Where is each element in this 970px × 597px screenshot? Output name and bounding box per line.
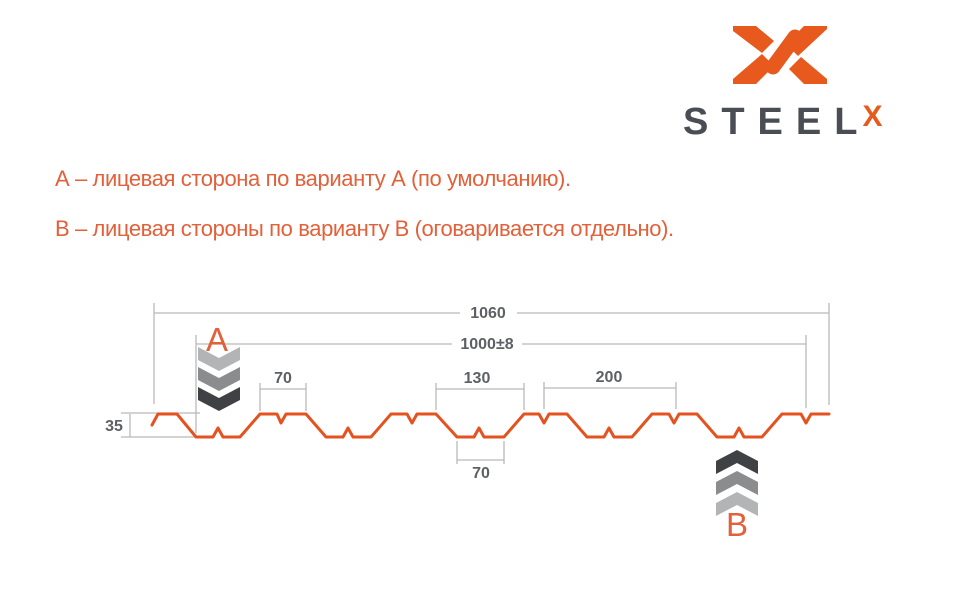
chevron-down-mid — [198, 367, 240, 391]
dim-overall-width: 1060 — [153, 303, 830, 405]
dim-label-1000: 1000±8 — [460, 336, 513, 353]
wordmark-steel: STEEL — [683, 101, 871, 143]
chevron-up-mid — [716, 471, 758, 495]
dim-label-130: 130 — [464, 370, 491, 387]
side-a-marker: А — [198, 321, 240, 411]
steelx-wordmark: STEEL X — [683, 100, 883, 143]
dim-working-width: 1000±8 — [195, 335, 807, 433]
profile-sheet-outline — [150, 412, 831, 439]
logo-arm-bottom-left — [733, 54, 774, 84]
dim-label-1060: 1060 — [470, 305, 506, 322]
chevron-down-icon — [198, 347, 240, 411]
logo-arm-top-left — [733, 26, 774, 53]
chevron-down-light — [198, 347, 240, 371]
side-b-letter: В — [726, 506, 748, 543]
dim-label-35: 35 — [105, 418, 123, 435]
dim-crest-top: 70 — [259, 370, 307, 411]
description-line-b: В – лицевая стороны по варианту В (огова… — [55, 216, 674, 241]
dim-label-200: 200 — [596, 369, 623, 386]
chevron-up-light — [716, 492, 758, 516]
chevron-up-icon — [716, 450, 758, 516]
side-a-letter: А — [206, 321, 228, 358]
logo-s-band — [765, 29, 803, 75]
dim-pitch: 200 — [543, 369, 677, 409]
wordmark-x: X — [862, 100, 883, 133]
dim-rib-opening: 130 — [435, 370, 525, 410]
chevron-down-dark — [198, 387, 240, 411]
steelx-x-icon — [733, 26, 827, 84]
logo-arm-top-right — [786, 26, 827, 56]
side-b-marker: В — [716, 450, 758, 543]
dim-label-70-bottom: 70 — [472, 465, 490, 482]
logo-arm-bottom-right — [789, 57, 827, 84]
chevron-up-dark — [716, 450, 758, 474]
dim-label-70-top: 70 — [274, 370, 292, 387]
description-line-a: А – лицевая сторона по варианту А (по ум… — [55, 166, 571, 191]
dim-valley-bottom: 70 — [456, 441, 505, 482]
